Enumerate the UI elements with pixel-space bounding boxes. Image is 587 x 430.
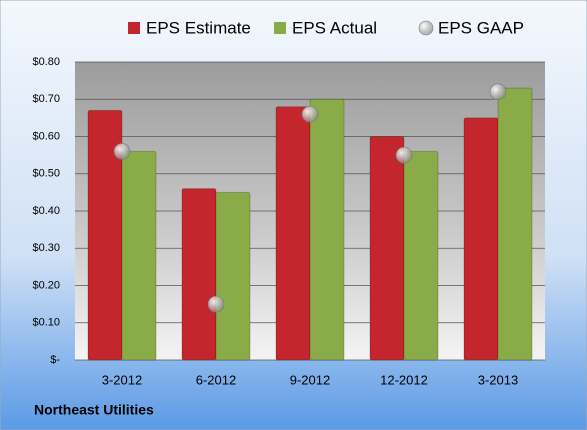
legend-label: EPS GAAP	[438, 18, 524, 37]
bar	[497, 87, 533, 361]
x-tick-label: 6-2012	[196, 372, 236, 387]
y-tick-label: $0.50	[32, 168, 60, 180]
footer: Northeast Utilities	[34, 402, 154, 418]
y-tick-label: $0.80	[32, 56, 60, 68]
point	[207, 295, 225, 313]
bar	[369, 136, 405, 361]
point	[301, 105, 319, 123]
bar	[309, 98, 345, 361]
x-tick-label: 9-2012	[290, 372, 330, 387]
bar	[403, 150, 439, 361]
legend-swatch	[418, 20, 434, 36]
bar	[121, 150, 157, 361]
x-tick-label: 12-2012	[380, 372, 428, 387]
y-tick-label: $0.60	[32, 130, 60, 142]
y-tick-label: $0.40	[32, 205, 60, 217]
legend-swatch	[128, 22, 140, 34]
x-tick-label: 3-2012	[102, 372, 142, 387]
point	[489, 83, 507, 101]
bar	[181, 188, 217, 361]
y-tick-label: $0.10	[32, 317, 60, 329]
x-tick-label: 3-2013	[478, 372, 518, 387]
legend-label: EPS Estimate	[146, 18, 251, 37]
y-tick-label: $-	[50, 354, 60, 366]
legend-label: EPS Actual	[292, 18, 377, 37]
bar	[215, 191, 251, 361]
point	[395, 146, 413, 164]
bar	[463, 117, 499, 361]
bar	[275, 106, 311, 361]
legend-swatch	[274, 22, 286, 34]
y-tick-label: $0.70	[32, 93, 60, 105]
y-tick-label: $0.20	[32, 279, 60, 291]
point	[113, 143, 131, 160]
y-tick-label: $0.30	[32, 242, 60, 254]
